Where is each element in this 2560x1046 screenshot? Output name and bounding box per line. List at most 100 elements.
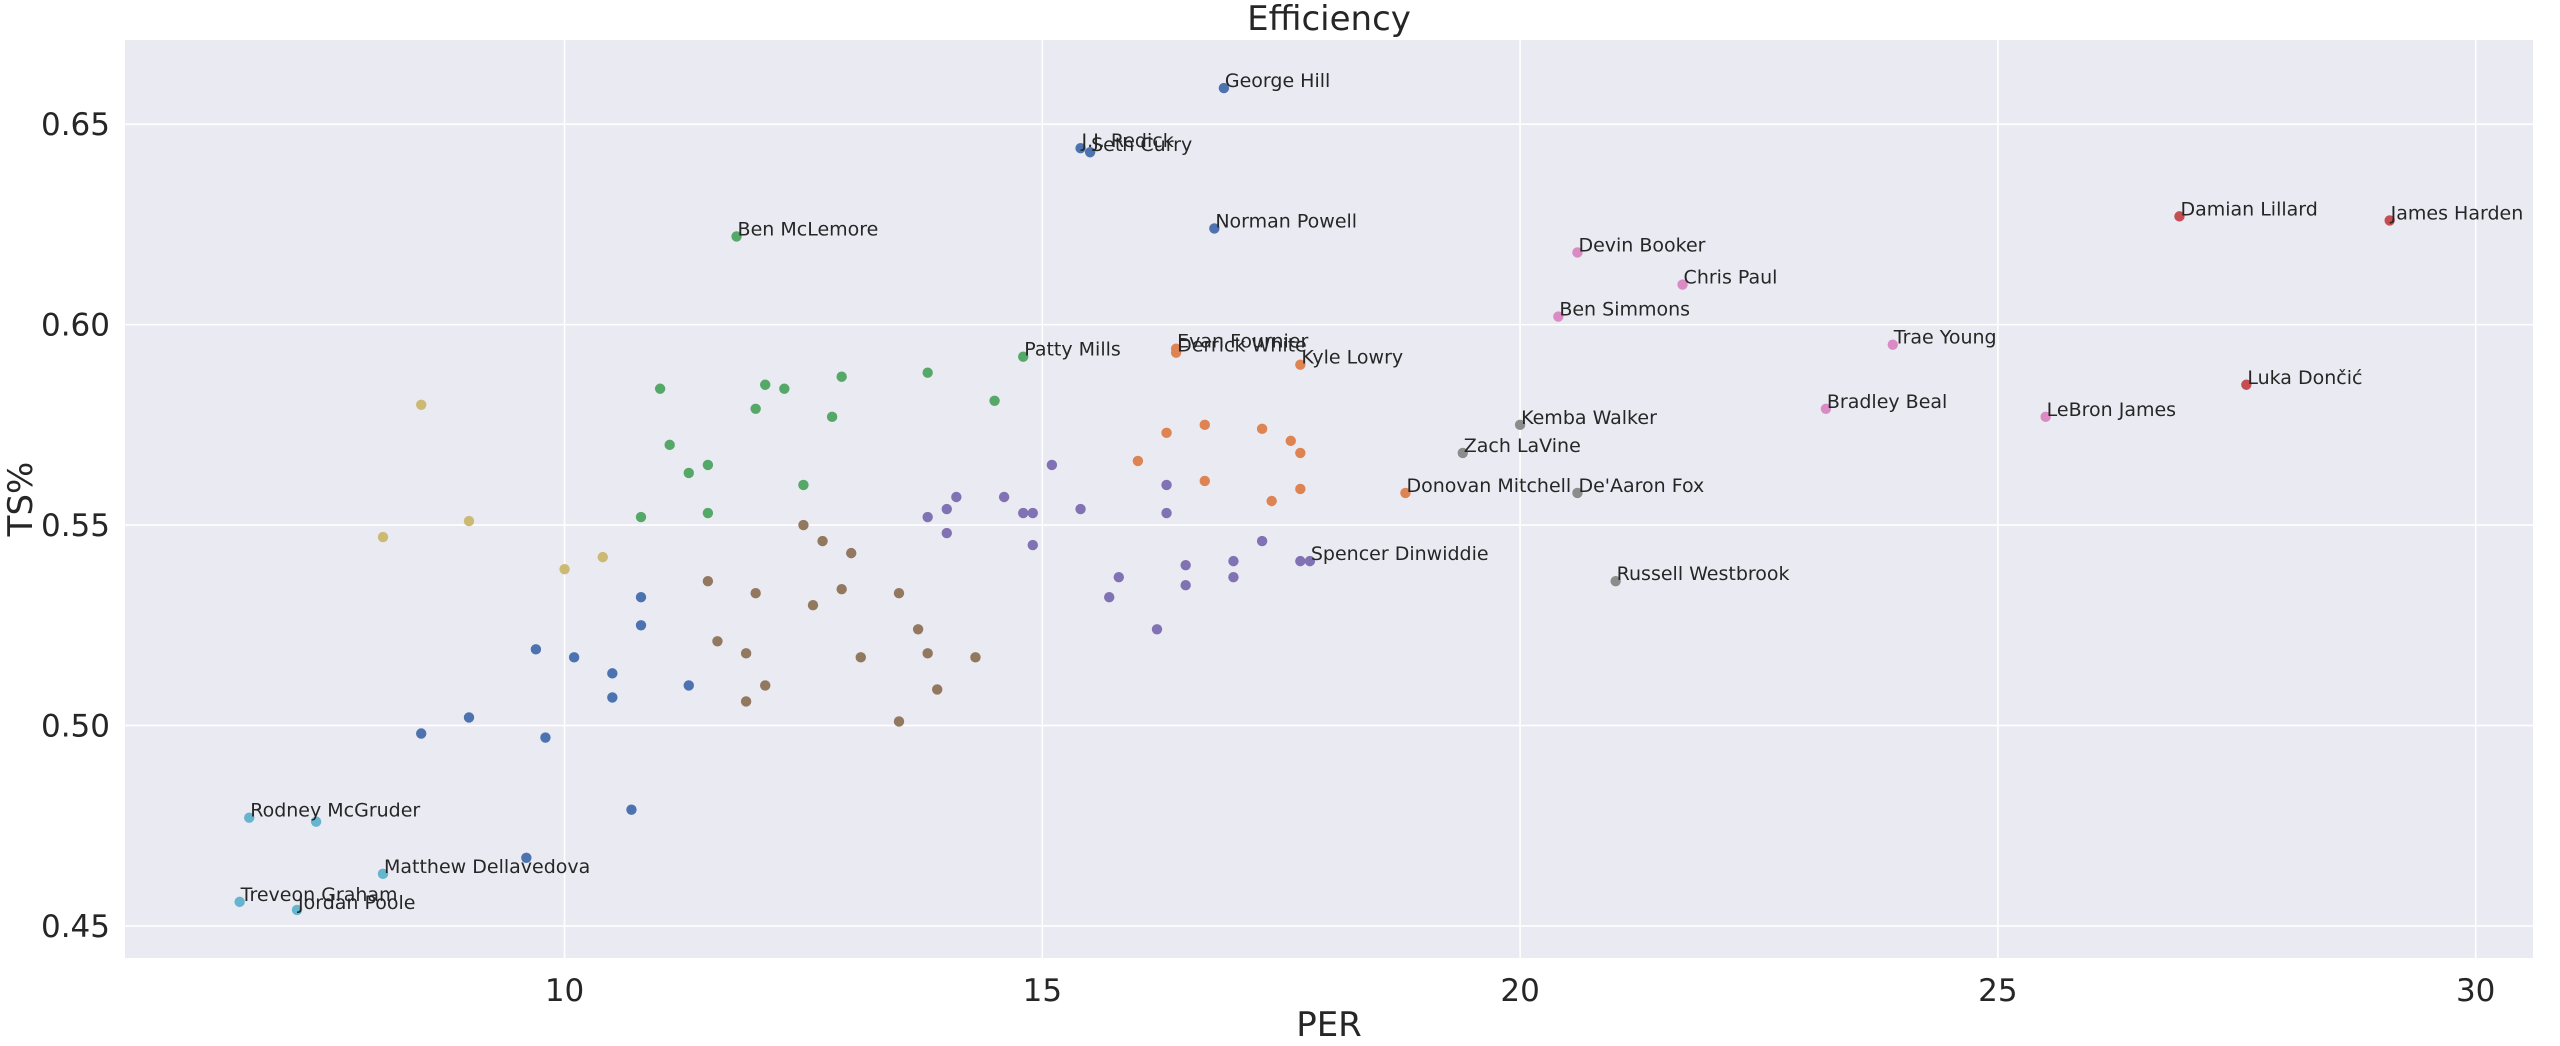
- data-point: [635, 511, 647, 523]
- data-point: [1209, 223, 1220, 234]
- data-point: [826, 411, 838, 423]
- data-point: [1285, 435, 1296, 447]
- data-point: [597, 551, 608, 563]
- data-point: [1180, 579, 1191, 591]
- y-tick-label: 0.60: [41, 308, 110, 344]
- data-point: [559, 563, 570, 575]
- data-point: [989, 395, 1000, 406]
- point-label: Evan Fournier: [1177, 331, 1308, 353]
- data-point: [1228, 571, 1239, 583]
- data-point: [912, 624, 924, 635]
- data-point: [310, 816, 322, 827]
- data-point: [932, 684, 943, 695]
- data-point: [941, 503, 952, 515]
- data-point: [817, 535, 828, 547]
- point-label: Matthew Dellavedova: [384, 856, 590, 878]
- data-point: [712, 636, 723, 647]
- data-point: [2241, 379, 2252, 390]
- data-point: [1228, 555, 1239, 567]
- x-axis-label: PER: [1296, 1005, 1362, 1045]
- data-point: [750, 403, 761, 415]
- data-point: [779, 383, 790, 394]
- data-point: [846, 547, 857, 559]
- data-point: [1572, 247, 1583, 258]
- point-label: Bradley Beal: [1827, 391, 1947, 413]
- data-point: [1820, 403, 1832, 415]
- data-point: [702, 575, 714, 587]
- x-tick-label: 10: [545, 973, 584, 1009]
- data-point: [568, 652, 580, 663]
- data-point: [1075, 143, 1086, 154]
- data-point: [1218, 82, 1230, 94]
- data-point: [951, 491, 962, 503]
- plot-area: [125, 40, 2533, 958]
- data-point: [1199, 419, 1210, 431]
- data-point: [683, 680, 694, 691]
- data-point: [540, 732, 551, 743]
- y-tick-label: 0.65: [41, 107, 110, 143]
- point-label: Treveon Graham: [240, 884, 398, 906]
- data-point: [922, 511, 933, 523]
- point-label: Kemba Walker: [1521, 407, 1657, 429]
- point-label: Spencer Dinwiddie: [1311, 543, 1489, 565]
- point-label: J.J. Redick: [1081, 130, 1174, 152]
- point-label: Trae Young: [1893, 327, 1997, 349]
- data-point: [731, 231, 742, 242]
- data-point: [1677, 279, 1688, 290]
- x-tick-label: 25: [1978, 973, 2017, 1009]
- point-label: Kyle Lowry: [1301, 347, 1403, 369]
- data-point: [2040, 411, 2051, 423]
- data-point: [1180, 559, 1191, 571]
- x-tick-label: 15: [1023, 973, 1062, 1009]
- data-point: [1046, 459, 1058, 471]
- point-label: Donovan Mitchell: [1406, 475, 1571, 497]
- data-point: [1075, 503, 1086, 515]
- data-point: [377, 531, 389, 543]
- point-label: Derrick White: [1177, 335, 1307, 357]
- data-point: [1295, 555, 1306, 567]
- point-label: Jordan Poole: [297, 892, 416, 914]
- data-point: [702, 459, 714, 471]
- data-point: [291, 904, 303, 916]
- data-point: [760, 680, 771, 691]
- point-label: Rodney McGruder: [250, 800, 420, 822]
- point-label: Seth Curry: [1091, 134, 1192, 156]
- data-point: [463, 712, 475, 723]
- point-label: George Hill: [1225, 70, 1330, 92]
- data-point: [654, 383, 666, 394]
- data-point: [2174, 211, 2185, 222]
- data-point: [836, 583, 847, 595]
- x-axis-ticks: 10 15 20 25 30: [545, 973, 2496, 1009]
- data-point: [607, 692, 618, 703]
- data-point: [521, 852, 532, 863]
- point-label: Patty Mills: [1024, 339, 1121, 361]
- data-point: [1027, 507, 1038, 519]
- data-point: [635, 592, 647, 603]
- data-point: [1295, 447, 1306, 459]
- data-point: [1256, 535, 1268, 547]
- data-point: [1572, 487, 1583, 499]
- data-point: [1018, 507, 1029, 519]
- data-point: [1199, 475, 1210, 487]
- data-point: [1514, 419, 1526, 431]
- point-label: Devin Booker: [1578, 234, 1705, 256]
- data-point: [635, 620, 647, 631]
- data-point: [1170, 347, 1182, 358]
- data-point: [740, 648, 752, 659]
- data-point: [1400, 487, 1411, 499]
- point-label: Luka Dončić: [2247, 367, 2362, 389]
- y-tick-label: 0.55: [41, 508, 110, 544]
- data-point: [922, 367, 933, 378]
- data-point: [807, 600, 819, 611]
- data-point: [1457, 447, 1468, 459]
- data-point: [760, 379, 771, 390]
- point-label: Chris Paul: [1684, 267, 1778, 289]
- data-point: [234, 896, 245, 908]
- data-point: [416, 399, 427, 410]
- data-point: [463, 515, 475, 527]
- data-point: [1887, 339, 1898, 350]
- data-point: [2384, 215, 2395, 226]
- y-tick-label: 0.50: [41, 708, 110, 744]
